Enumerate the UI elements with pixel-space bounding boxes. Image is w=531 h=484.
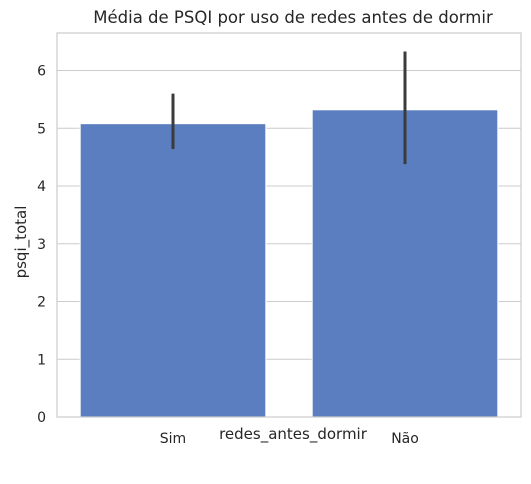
x-tick-label: Não (391, 431, 419, 447)
x-axis-label: redes_antes_dormir (219, 425, 368, 444)
y-tick-label: 0 (37, 410, 46, 426)
x-tick-label: Sim (160, 431, 186, 447)
y-tick-label: 4 (37, 179, 46, 195)
y-tick-label: 5 (37, 121, 46, 137)
x-tick-labels: Sim Não (160, 431, 419, 447)
chart-title: Média de PSQI por uso de redes antes de … (93, 8, 493, 27)
bars (79, 109, 499, 418)
y-axis-label: psqi_total (12, 206, 31, 279)
plot-frame (56, 32, 522, 418)
y-tick-label: 2 (37, 295, 46, 311)
y-tick-labels: 0 1 2 3 4 5 6 (37, 64, 46, 426)
y-tick-label: 3 (37, 237, 46, 253)
bar (79, 123, 267, 418)
y-tick-label: 6 (37, 64, 46, 80)
y-tick-label: 1 (37, 352, 46, 368)
error-bars (171, 51, 407, 165)
